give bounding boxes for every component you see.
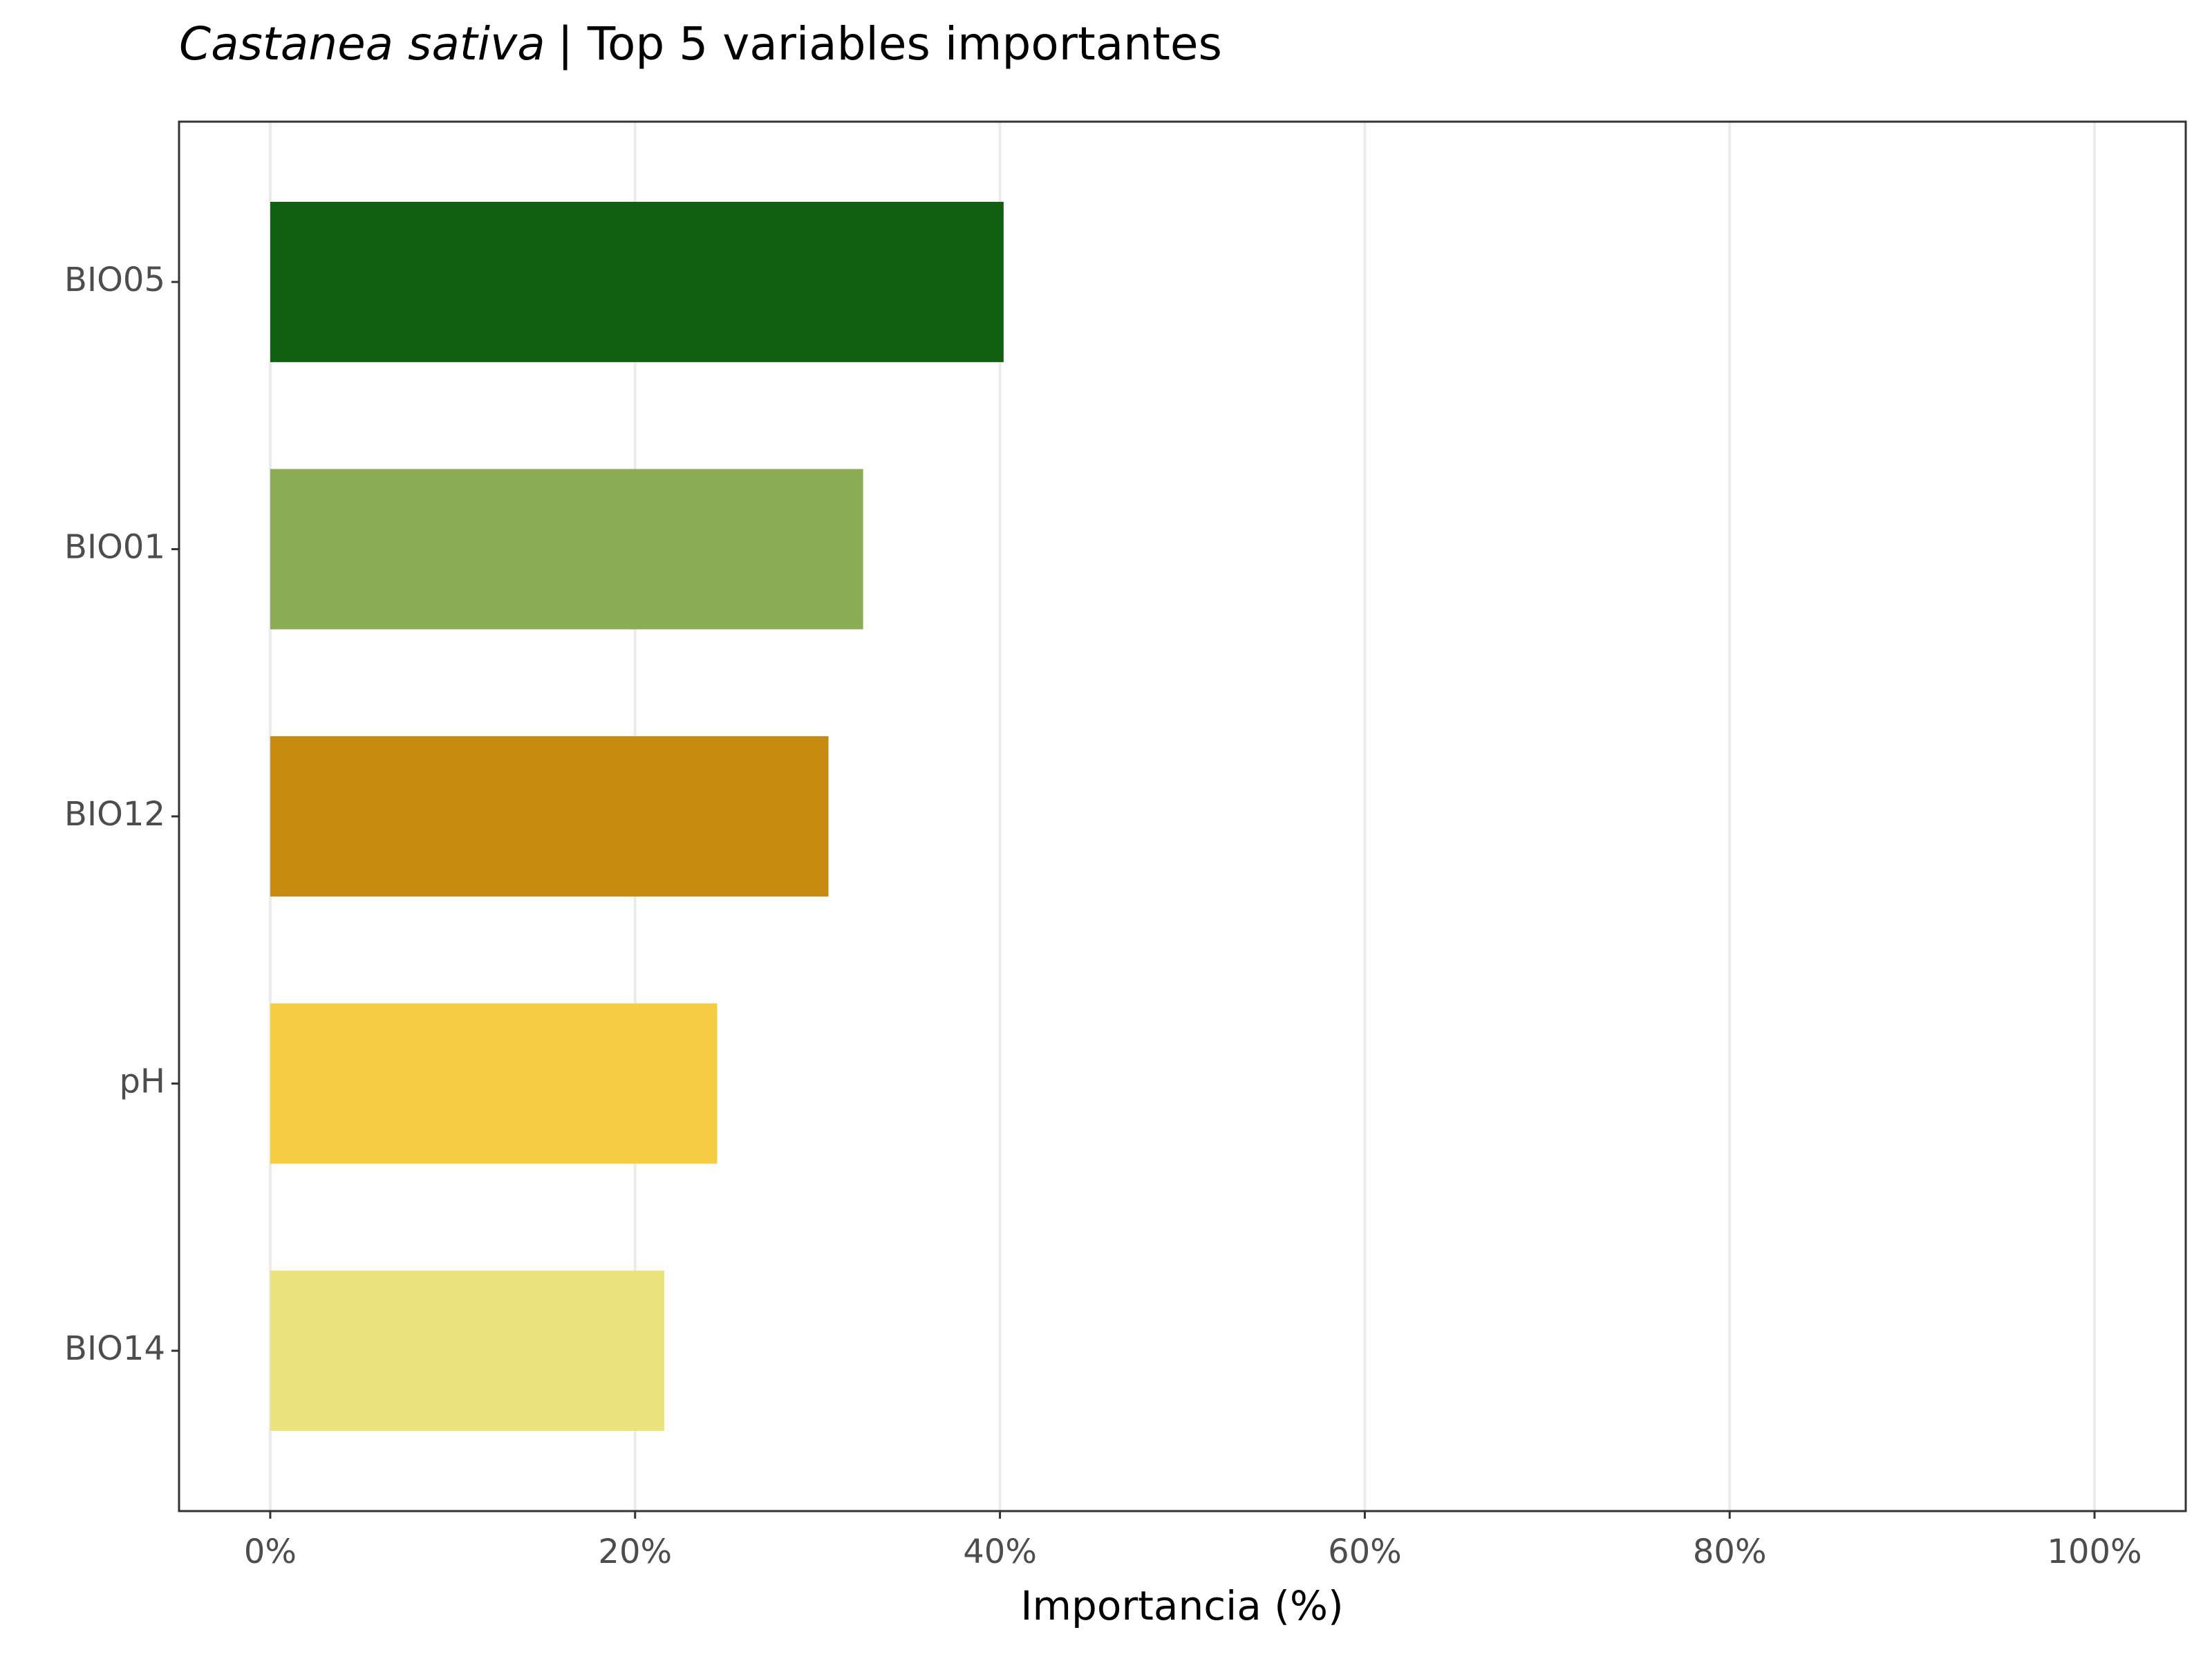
y-tick-label: BIO05 bbox=[64, 261, 165, 299]
bar bbox=[270, 469, 863, 630]
y-tick-label: BIO12 bbox=[64, 795, 165, 834]
x-tick-label: 40% bbox=[963, 1533, 1037, 1571]
panel-border bbox=[178, 120, 2187, 1512]
x-tick-label: 20% bbox=[598, 1533, 672, 1571]
y-tick-label: pH bbox=[119, 1062, 165, 1101]
x-axis-title: Importancia (%) bbox=[1020, 1582, 1343, 1629]
x-tick-label: 0% bbox=[244, 1533, 297, 1571]
bar bbox=[270, 1271, 664, 1432]
x-tick-label: 60% bbox=[1328, 1533, 1402, 1571]
bar bbox=[270, 201, 1004, 362]
y-tick-label: BIO01 bbox=[64, 527, 165, 566]
x-tick-label: 100% bbox=[2047, 1533, 2141, 1571]
chart-title: Castanea sativa | Top 5 variables importa… bbox=[179, 17, 1222, 71]
y-tick-label: BIO14 bbox=[64, 1329, 165, 1368]
x-tick-label: 80% bbox=[1693, 1533, 1767, 1571]
title-species: Castanea sativa bbox=[179, 17, 545, 71]
bar bbox=[270, 736, 829, 897]
title-text: | Top 5 variables importantes bbox=[558, 17, 1222, 71]
bar bbox=[270, 1003, 718, 1164]
